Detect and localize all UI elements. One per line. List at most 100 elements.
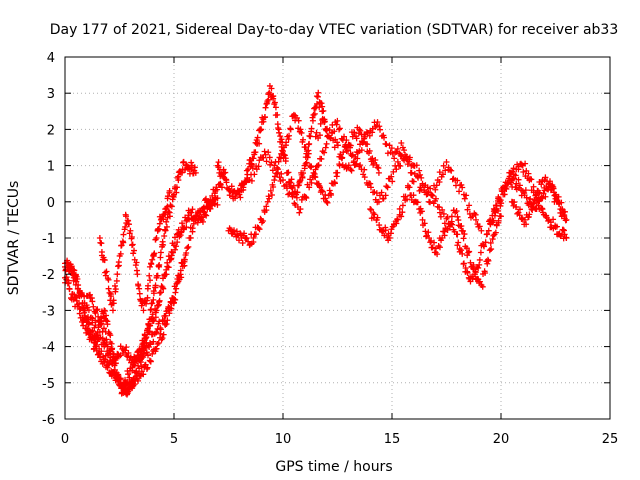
data-point	[515, 176, 522, 183]
data-point	[561, 231, 568, 238]
data-point	[419, 182, 426, 189]
data-point	[542, 193, 549, 200]
data-point	[429, 244, 436, 251]
data-point	[413, 162, 420, 169]
data-point	[553, 223, 560, 230]
data-point	[419, 216, 426, 223]
data-point	[560, 226, 567, 233]
data-point	[258, 126, 265, 133]
data-point	[559, 209, 566, 216]
data-point	[214, 195, 221, 202]
data-point	[406, 156, 413, 163]
data-point	[317, 120, 324, 127]
series-prn_e	[83, 256, 188, 397]
data-point	[114, 271, 121, 278]
data-point	[498, 187, 505, 194]
data-point	[78, 292, 85, 299]
data-point	[300, 170, 307, 177]
data-point	[425, 229, 432, 236]
data-point	[137, 348, 144, 355]
data-point	[443, 158, 450, 165]
data-point	[154, 340, 161, 347]
data-point	[434, 251, 441, 258]
data-point	[367, 206, 374, 213]
data-point	[360, 139, 367, 146]
data-point	[166, 187, 173, 194]
data-point	[466, 248, 473, 255]
data-point	[117, 375, 124, 382]
data-point	[448, 213, 455, 220]
chart-title: Day 177 of 2021, Sidereal Day-to-day VTE…	[50, 22, 619, 38]
data-point	[72, 271, 79, 278]
data-point	[525, 170, 532, 177]
data-point	[152, 314, 159, 321]
data-point	[546, 178, 553, 185]
data-point	[166, 213, 173, 220]
data-point	[298, 196, 305, 203]
data-point	[265, 149, 272, 156]
data-point	[464, 269, 471, 276]
data-point	[331, 144, 338, 151]
data-point	[164, 193, 171, 200]
data-point	[262, 104, 269, 111]
data-point	[263, 158, 270, 165]
data-point	[345, 141, 352, 148]
data-point	[279, 147, 286, 154]
data-point	[287, 126, 294, 133]
x-axis-label: GPS time / hours	[275, 459, 392, 475]
data-point	[296, 209, 303, 216]
y-tick-label: -4	[42, 341, 55, 356]
data-point	[357, 162, 364, 169]
data-point	[331, 180, 338, 187]
data-point	[475, 264, 482, 271]
data-point	[104, 321, 111, 328]
data-point	[371, 211, 378, 218]
data-point	[367, 180, 374, 187]
data-point	[157, 254, 164, 261]
data-point	[489, 236, 496, 243]
data-point	[226, 192, 233, 199]
data-point	[145, 352, 152, 359]
data-point	[156, 226, 163, 233]
data-point	[133, 259, 140, 266]
data-point	[439, 206, 446, 213]
y-tick-label: 3	[47, 87, 55, 102]
data-point	[262, 114, 269, 121]
data-point	[495, 217, 502, 224]
data-point	[214, 186, 221, 193]
data-point	[237, 194, 244, 201]
data-point	[306, 140, 313, 147]
data-point	[163, 321, 170, 328]
data-point	[189, 206, 196, 213]
data-point	[491, 212, 498, 219]
data-point	[174, 239, 181, 246]
data-point	[161, 232, 168, 239]
data-point	[337, 151, 344, 158]
data-point	[477, 249, 484, 256]
data-point	[147, 277, 154, 284]
data-point	[124, 390, 131, 397]
data-point	[516, 182, 523, 189]
data-point	[166, 304, 173, 311]
data-point	[368, 206, 375, 213]
data-point	[538, 181, 545, 188]
data-point	[351, 162, 358, 169]
data-point	[303, 159, 310, 166]
data-point	[422, 228, 429, 235]
y-tick-label: -5	[42, 377, 55, 392]
data-point	[153, 345, 160, 352]
data-point	[271, 162, 278, 169]
data-point	[144, 364, 151, 371]
x-tick-label: 10	[275, 432, 292, 447]
data-point	[157, 325, 164, 332]
data-point	[107, 346, 114, 353]
data-point	[150, 288, 157, 295]
data-point	[290, 111, 297, 118]
data-point	[270, 184, 277, 191]
data-point	[316, 132, 323, 139]
data-point	[272, 158, 279, 165]
data-point	[137, 347, 144, 354]
data-point	[153, 329, 160, 336]
data-point	[164, 317, 171, 324]
data-point	[122, 347, 129, 354]
